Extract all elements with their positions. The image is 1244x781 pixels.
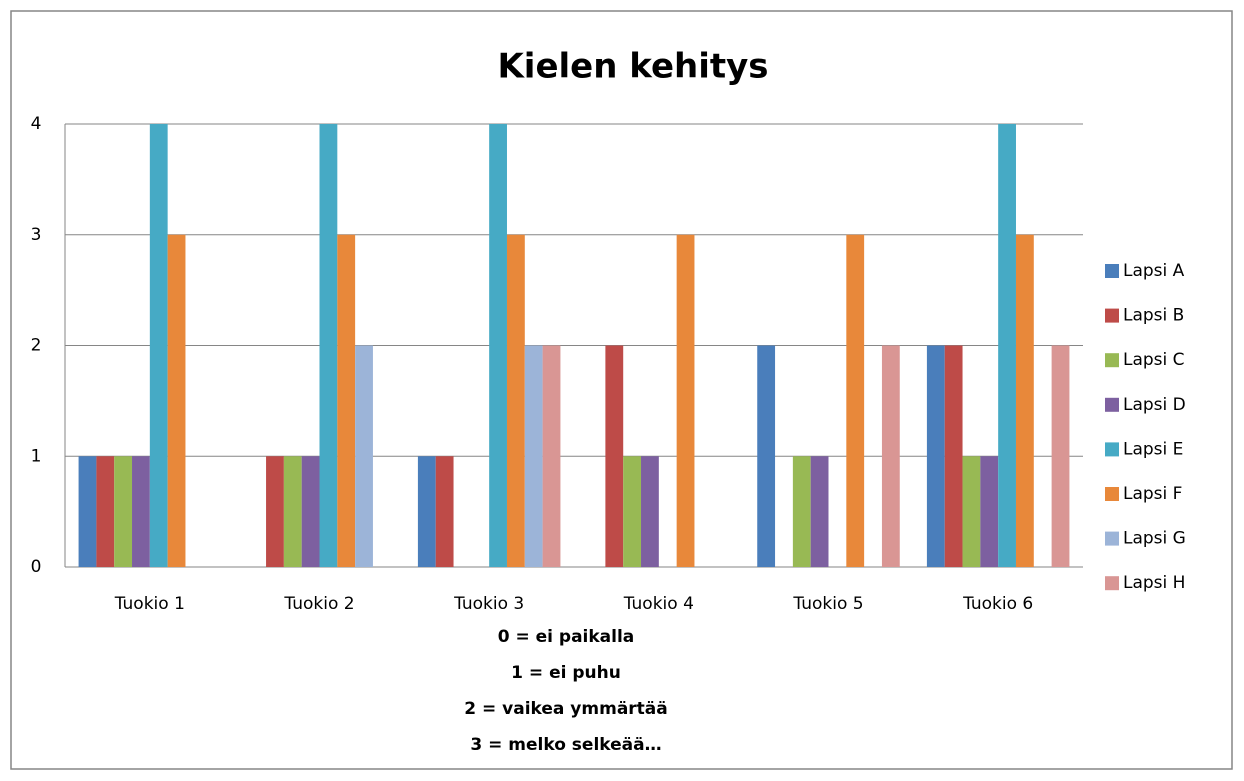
y-tick-label: 1 xyxy=(31,446,42,466)
bar xyxy=(757,345,776,567)
y-tick-label: 3 xyxy=(31,225,42,245)
bar xyxy=(78,456,97,567)
bar xyxy=(96,456,115,567)
bar xyxy=(114,456,133,567)
bar xyxy=(301,456,320,567)
bar xyxy=(319,124,338,567)
legend-swatch xyxy=(1105,353,1119,368)
legend-swatch xyxy=(1105,442,1119,457)
bar xyxy=(926,345,945,567)
bar xyxy=(605,345,624,567)
legend-label: Lapsi E xyxy=(1123,439,1183,459)
legend-swatch xyxy=(1105,308,1119,323)
x-tick-label: Tuokio 3 xyxy=(453,594,524,614)
bar xyxy=(167,234,186,567)
bar xyxy=(1015,234,1034,567)
legend-label: Lapsi G xyxy=(1123,529,1186,549)
y-tick-label: 2 xyxy=(31,336,42,356)
bar xyxy=(417,456,436,567)
x-tick-label: Tuokio 5 xyxy=(792,594,863,614)
bar xyxy=(641,456,659,567)
bar xyxy=(944,345,963,567)
legend-swatch xyxy=(1105,487,1119,501)
bar xyxy=(149,124,168,567)
x-axis-label: 2 = vaikea ymmärtää xyxy=(464,699,668,719)
bar xyxy=(1051,345,1070,567)
x-axis-label: 3 = melko selkeää… xyxy=(470,735,661,755)
x-tick-label: Tuokio 1 xyxy=(114,594,185,614)
bar xyxy=(524,345,543,567)
bar xyxy=(337,234,356,567)
bar xyxy=(846,234,865,567)
bar xyxy=(435,456,454,567)
legend-swatch xyxy=(1105,576,1119,591)
x-tick-label: Tuokio 2 xyxy=(283,594,354,614)
y-tick-label: 4 xyxy=(31,114,42,134)
bar xyxy=(792,456,811,567)
bar xyxy=(506,234,525,567)
bar xyxy=(623,456,642,567)
x-tick-label: Tuokio 6 xyxy=(962,594,1033,614)
legend-label: Lapsi H xyxy=(1123,573,1185,593)
bar xyxy=(881,345,900,567)
bar xyxy=(489,124,507,567)
legend-label: Lapsi C xyxy=(1123,350,1185,370)
bar xyxy=(962,456,981,567)
bar xyxy=(266,456,284,567)
legend-swatch xyxy=(1105,397,1119,412)
legend-swatch xyxy=(1105,531,1119,546)
bar xyxy=(542,345,561,567)
bar xyxy=(132,456,150,567)
bar xyxy=(676,234,695,567)
legend-label: Lapsi D xyxy=(1123,395,1186,415)
chart-title: Kielen kehitys xyxy=(497,47,768,87)
bar xyxy=(810,456,829,567)
bar xyxy=(283,456,302,567)
legend-label: Lapsi A xyxy=(1123,261,1185,281)
legend-swatch xyxy=(1105,264,1119,278)
y-tick-label: 0 xyxy=(31,557,42,577)
bar xyxy=(355,345,373,567)
x-tick-label: Tuokio 4 xyxy=(623,594,694,614)
bar xyxy=(980,456,999,567)
bar xyxy=(998,124,1016,567)
x-axis-label: 0 = ei paikalla xyxy=(498,627,635,647)
legend-label: Lapsi B xyxy=(1123,306,1184,326)
x-axis-label: 1 = ei puhu xyxy=(511,663,621,683)
legend-label: Lapsi F xyxy=(1123,484,1182,504)
